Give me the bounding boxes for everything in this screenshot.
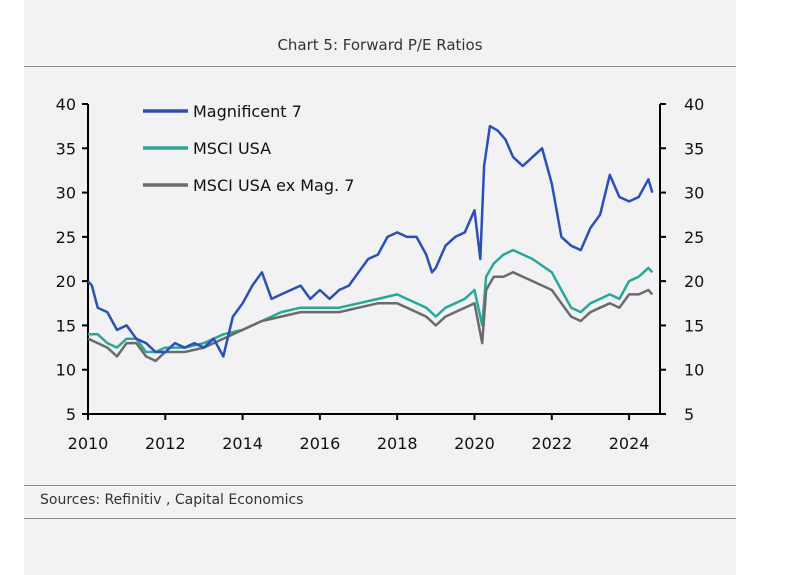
legend-label-msci-usa-ex-mag-7: MSCI USA ex Mag. 7 — [193, 176, 354, 195]
y-tick-label-left: 35 — [56, 139, 76, 158]
y-tick-label-right: 15 — [684, 316, 704, 335]
y-tick-label-left: 40 — [56, 95, 76, 114]
legend-label-msci-usa: MSCI USA — [193, 139, 271, 158]
x-tick-label: 2018 — [377, 434, 418, 453]
y-tick-label-left: 25 — [56, 228, 76, 247]
x-tick-label: 2024 — [609, 434, 650, 453]
y-tick-label-right: 25 — [684, 228, 704, 247]
y-tick-label-right: 35 — [684, 139, 704, 158]
chart-panel — [24, 0, 736, 575]
x-tick-label: 2020 — [454, 434, 495, 453]
y-tick-label-right: 30 — [684, 184, 704, 203]
y-tick-label-right: 40 — [684, 95, 704, 114]
y-tick-label-left: 20 — [56, 272, 76, 291]
x-tick-label: 2014 — [222, 434, 263, 453]
y-tick-label-right: 5 — [684, 405, 694, 424]
x-tick-label: 2022 — [531, 434, 572, 453]
legend: Magnificent 7 MSCI USA MSCI USA ex Mag. 7 — [143, 102, 354, 195]
chart-title: Chart 5: Forward P/E Ratios — [277, 36, 483, 54]
sources-bottom-divider — [24, 518, 736, 519]
y-tick-label-left: 10 — [56, 361, 76, 380]
x-tick-label: 2010 — [68, 434, 109, 453]
y-tick-label-right: 20 — [684, 272, 704, 291]
x-tick-label: 2016 — [300, 434, 341, 453]
sources-top-divider — [24, 485, 736, 486]
y-tick-label-left: 15 — [56, 316, 76, 335]
y-tick-label-right: 10 — [684, 361, 704, 380]
series-line-magnificent-7 — [87, 124, 654, 358]
series-line-msci-usa — [88, 248, 654, 354]
series-layer — [87, 124, 654, 363]
top-divider — [24, 66, 736, 67]
y-tick-label-left: 30 — [56, 184, 76, 203]
sources-note: Sources: Refinitiv , Capital Economics — [40, 492, 304, 508]
y-tick-label-left: 5 — [66, 405, 76, 424]
x-tick-label: 2012 — [145, 434, 186, 453]
legend-label-magnificent-7: Magnificent 7 — [193, 102, 302, 121]
series-line-msci-usa-ex-mag-7 — [87, 271, 654, 363]
